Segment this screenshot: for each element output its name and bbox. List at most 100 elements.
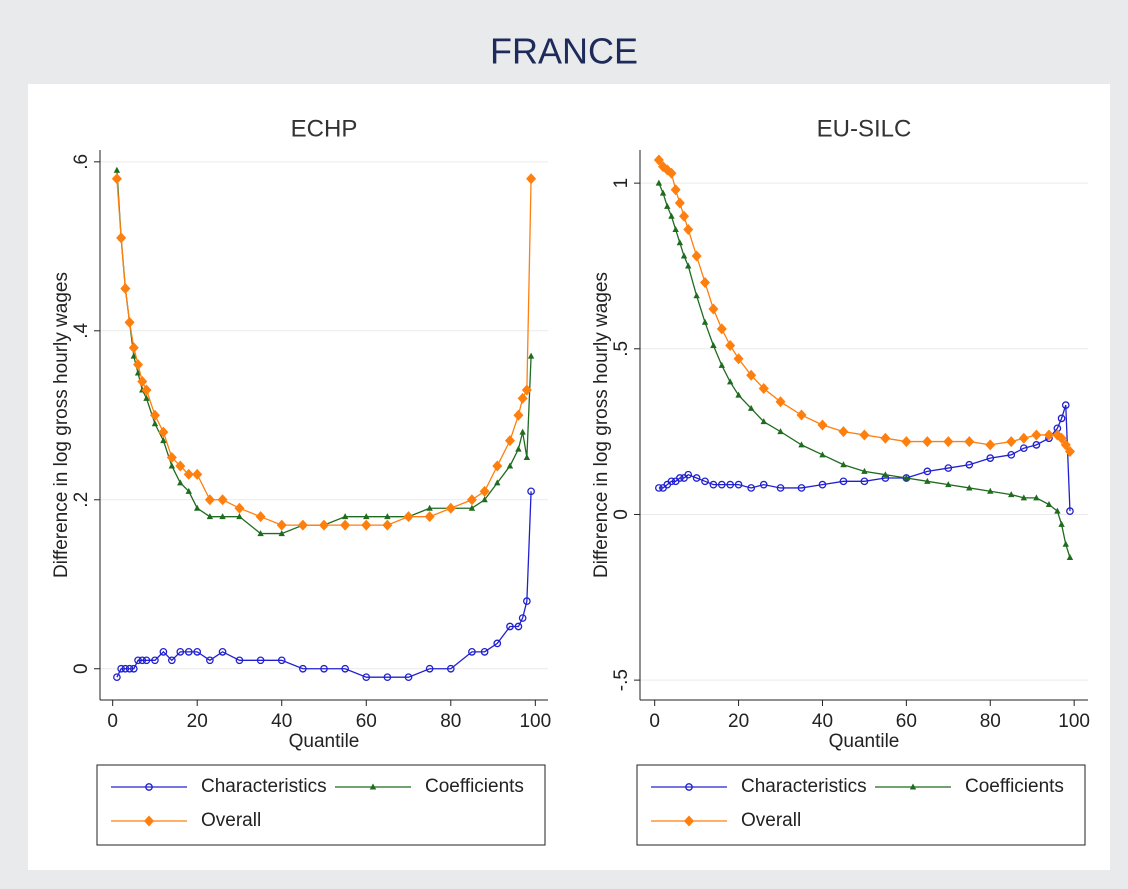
marker [319, 519, 329, 531]
marker [746, 369, 757, 381]
marker [481, 496, 488, 503]
marker [734, 480, 743, 489]
marker [1008, 491, 1015, 498]
marker [840, 461, 847, 468]
marker [838, 426, 849, 438]
marker [361, 519, 372, 531]
marker [1032, 441, 1041, 449]
marker [760, 418, 767, 425]
marker [527, 487, 535, 496]
marker [130, 352, 138, 359]
marker [683, 224, 694, 236]
marker [134, 369, 142, 376]
marker [468, 504, 476, 511]
marker [664, 202, 671, 209]
marker [1057, 414, 1066, 423]
legend-label: Characteristics [741, 776, 867, 797]
marker [708, 303, 719, 315]
marker [672, 226, 679, 233]
marker [670, 184, 681, 196]
marker [1066, 554, 1074, 561]
marker [666, 167, 677, 179]
y-tick-label: 1 [611, 178, 632, 189]
marker [1019, 444, 1028, 453]
x-tick-label: 20 [187, 711, 208, 732]
marker [700, 277, 711, 289]
marker [718, 361, 725, 368]
marker [383, 673, 392, 682]
marker [129, 664, 138, 673]
marker [987, 487, 994, 494]
marker [404, 673, 413, 682]
marker [151, 656, 159, 665]
marker [194, 504, 201, 511]
marker [922, 436, 933, 448]
marker [121, 664, 130, 673]
marker [1060, 439, 1071, 451]
marker [735, 391, 742, 398]
marker [880, 432, 891, 444]
x-tick-label: 80 [440, 711, 461, 732]
marker [819, 451, 826, 458]
y-tick-label: -.5 [611, 669, 632, 691]
legend-box [636, 764, 1086, 846]
marker [924, 477, 931, 484]
marker [134, 656, 142, 665]
marker [667, 477, 676, 486]
marker [685, 262, 692, 269]
marker [798, 441, 805, 448]
marker [340, 519, 351, 531]
marker [192, 468, 203, 480]
marker [297, 519, 308, 531]
marker [659, 189, 667, 196]
marker [341, 664, 349, 673]
marker [1033, 494, 1040, 501]
legend-box [96, 764, 546, 846]
marker [137, 375, 148, 387]
marker [425, 664, 434, 673]
x-axis-title: Quantile [289, 731, 360, 752]
figure-title: FRANCE [490, 31, 638, 72]
marker [176, 647, 185, 656]
x-tick-label: 0 [649, 711, 660, 732]
marker [797, 484, 806, 492]
marker [151, 420, 159, 427]
marker [717, 480, 726, 489]
marker [125, 664, 134, 673]
marker [113, 673, 121, 682]
y-axis-title: Difference in log gross hourly wages [51, 272, 72, 578]
marker [145, 783, 153, 791]
marker [128, 342, 139, 354]
marker [236, 513, 243, 520]
marker [526, 173, 537, 185]
marker [466, 494, 477, 506]
marker [747, 404, 755, 411]
marker [369, 783, 377, 790]
marker [494, 479, 501, 486]
marker [506, 622, 514, 631]
marker [903, 474, 910, 481]
marker [1058, 520, 1065, 527]
marker [655, 179, 663, 186]
marker [278, 530, 285, 537]
marker [691, 250, 702, 262]
marker [403, 511, 414, 523]
marker [160, 437, 167, 444]
marker [684, 470, 693, 479]
marker [680, 252, 688, 259]
marker [426, 504, 433, 511]
marker [725, 339, 736, 351]
marker [218, 647, 227, 656]
marker [1031, 429, 1042, 441]
marker [1061, 401, 1070, 409]
x-tick-label: 20 [728, 711, 749, 732]
marker [117, 664, 125, 673]
marker [1064, 446, 1075, 458]
marker [945, 481, 952, 488]
marker [445, 502, 456, 514]
marker [701, 318, 709, 325]
marker [143, 394, 150, 401]
marker [277, 656, 286, 665]
marker [363, 513, 370, 520]
x-tick-label: 40 [271, 711, 292, 732]
